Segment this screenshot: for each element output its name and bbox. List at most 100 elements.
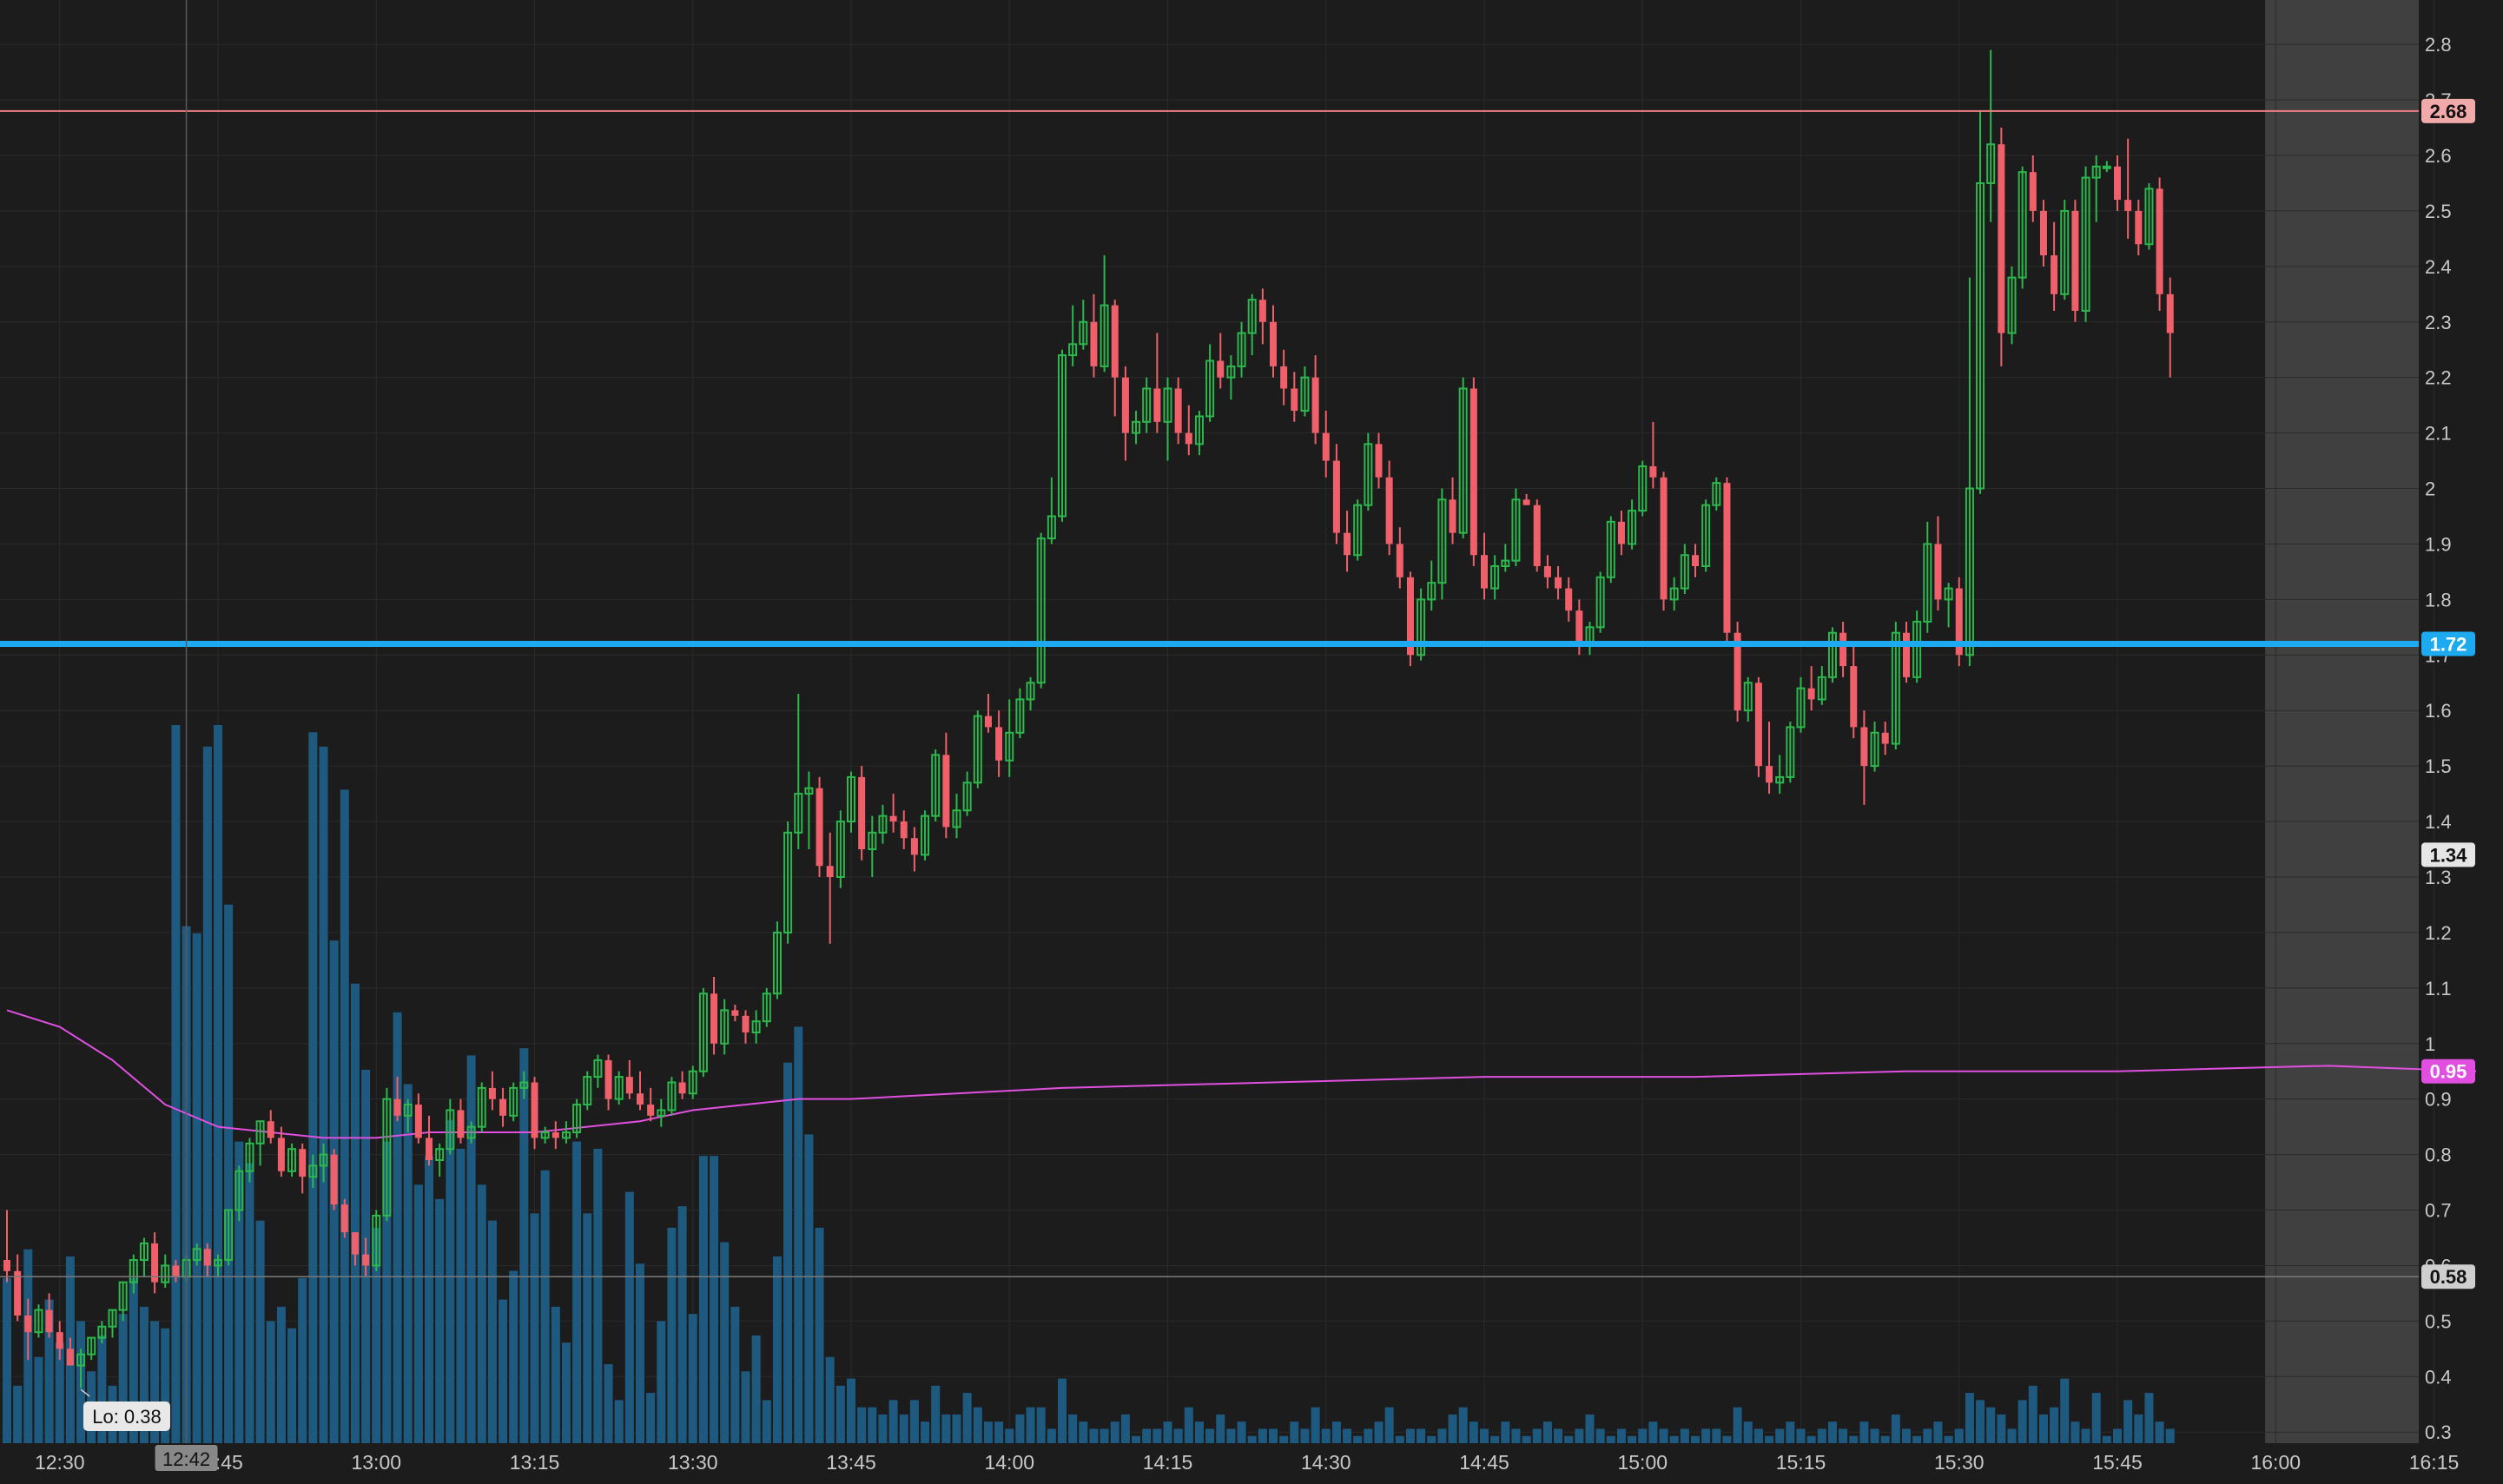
candle[interactable] <box>1660 472 1668 611</box>
candle[interactable] <box>499 1087 507 1127</box>
candle[interactable] <box>446 1098 455 1155</box>
candle[interactable] <box>1311 355 1319 445</box>
candle[interactable] <box>1353 499 1363 561</box>
candle[interactable] <box>1827 627 1837 683</box>
candle[interactable] <box>2007 266 2017 345</box>
candle[interactable] <box>900 810 908 850</box>
candle[interactable] <box>1881 722 1889 755</box>
candle[interactable] <box>457 1098 465 1144</box>
candle[interactable] <box>1998 128 2005 366</box>
candle[interactable] <box>1986 49 1996 222</box>
candle[interactable] <box>362 1237 370 1277</box>
candle[interactable] <box>1555 566 1562 600</box>
candle[interactable] <box>299 1143 307 1194</box>
candle[interactable] <box>1406 571 1414 667</box>
candle[interactable] <box>1121 366 1129 461</box>
candle[interactable] <box>1364 432 1373 511</box>
candle[interactable] <box>426 1115 433 1166</box>
candle[interactable] <box>1870 722 1879 772</box>
candle[interactable] <box>1469 377 1477 567</box>
candle[interactable] <box>87 1336 96 1361</box>
candle[interactable] <box>657 1098 666 1127</box>
candle[interactable] <box>1976 110 1985 494</box>
candle[interactable] <box>2156 177 2163 311</box>
candle[interactable] <box>161 1254 170 1289</box>
candle[interactable] <box>1680 544 1689 594</box>
candle[interactable] <box>56 1321 63 1361</box>
candle[interactable] <box>772 921 782 999</box>
candle[interactable] <box>1766 722 1773 795</box>
candle[interactable] <box>531 1077 538 1150</box>
candle[interactable] <box>1807 666 1815 711</box>
candle[interactable] <box>551 1121 559 1150</box>
candle[interactable] <box>1934 516 1942 611</box>
candle[interactable] <box>1111 300 1119 417</box>
candle[interactable] <box>118 1281 128 1322</box>
candle[interactable] <box>1174 377 1182 445</box>
candle[interactable] <box>1481 532 1488 600</box>
candle[interactable] <box>509 1082 518 1122</box>
candle[interactable] <box>1860 710 1868 805</box>
candle[interactable] <box>1501 544 1510 572</box>
candle[interactable] <box>1427 560 1436 611</box>
candle[interactable] <box>139 1237 149 1277</box>
candle[interactable] <box>1205 344 1215 422</box>
candle[interactable] <box>962 771 972 816</box>
candle[interactable] <box>583 1071 592 1111</box>
candle[interactable] <box>24 1298 32 1361</box>
candle[interactable] <box>572 1098 582 1138</box>
candle[interactable] <box>172 1260 180 1283</box>
candle[interactable] <box>1153 333 1161 433</box>
candle[interactable] <box>1280 349 1288 406</box>
candle[interactable] <box>403 1098 413 1133</box>
candle[interactable] <box>2102 161 2111 173</box>
candle[interactable] <box>858 766 866 861</box>
candle[interactable] <box>435 1143 445 1177</box>
candle[interactable] <box>1692 544 1699 577</box>
candle[interactable] <box>1839 621 1847 677</box>
candle[interactable] <box>604 1054 612 1111</box>
candle[interactable] <box>245 1138 254 1183</box>
candle[interactable] <box>1743 676 1753 722</box>
candle[interactable] <box>382 1087 392 1222</box>
candle[interactable] <box>1734 621 1741 722</box>
candle[interactable] <box>826 832 834 944</box>
candle[interactable] <box>931 749 941 822</box>
candle[interactable] <box>952 794 961 839</box>
candle[interactable] <box>2018 166 2027 289</box>
candle[interactable] <box>255 1120 265 1166</box>
candle[interactable] <box>1237 321 1246 378</box>
candle[interactable] <box>1533 499 1541 572</box>
candle[interactable] <box>678 1071 686 1099</box>
candle[interactable] <box>1701 499 1711 572</box>
candle[interactable] <box>942 732 950 839</box>
candle[interactable] <box>519 1071 529 1099</box>
candle[interactable] <box>1300 366 1310 417</box>
candle[interactable] <box>816 776 823 877</box>
candle[interactable] <box>267 1110 274 1144</box>
candle[interactable] <box>647 1087 655 1122</box>
candle[interactable] <box>287 1143 297 1177</box>
candle[interactable] <box>1163 377 1172 461</box>
candle[interactable] <box>1617 511 1625 556</box>
candle[interactable] <box>995 710 1003 777</box>
candle[interactable] <box>2091 155 2101 222</box>
candle[interactable] <box>835 810 845 888</box>
candle[interactable] <box>1142 377 1152 433</box>
candle[interactable] <box>1490 555 1500 600</box>
candle[interactable] <box>1344 511 1351 572</box>
candle[interactable] <box>330 1149 338 1210</box>
candle[interactable] <box>414 1093 422 1144</box>
candle[interactable] <box>2051 221 2058 311</box>
candle[interactable] <box>847 771 855 833</box>
candle[interactable] <box>1132 411 1141 445</box>
candle[interactable] <box>1437 488 1447 600</box>
candle[interactable] <box>593 1054 603 1088</box>
candle[interactable] <box>234 1165 244 1222</box>
candle[interactable] <box>1511 488 1521 567</box>
candle[interactable] <box>224 1209 234 1266</box>
candle[interactable] <box>1775 755 1785 795</box>
candle[interactable] <box>1817 666 1826 705</box>
candle[interactable] <box>1669 577 1679 611</box>
candle[interactable] <box>1723 477 1731 644</box>
